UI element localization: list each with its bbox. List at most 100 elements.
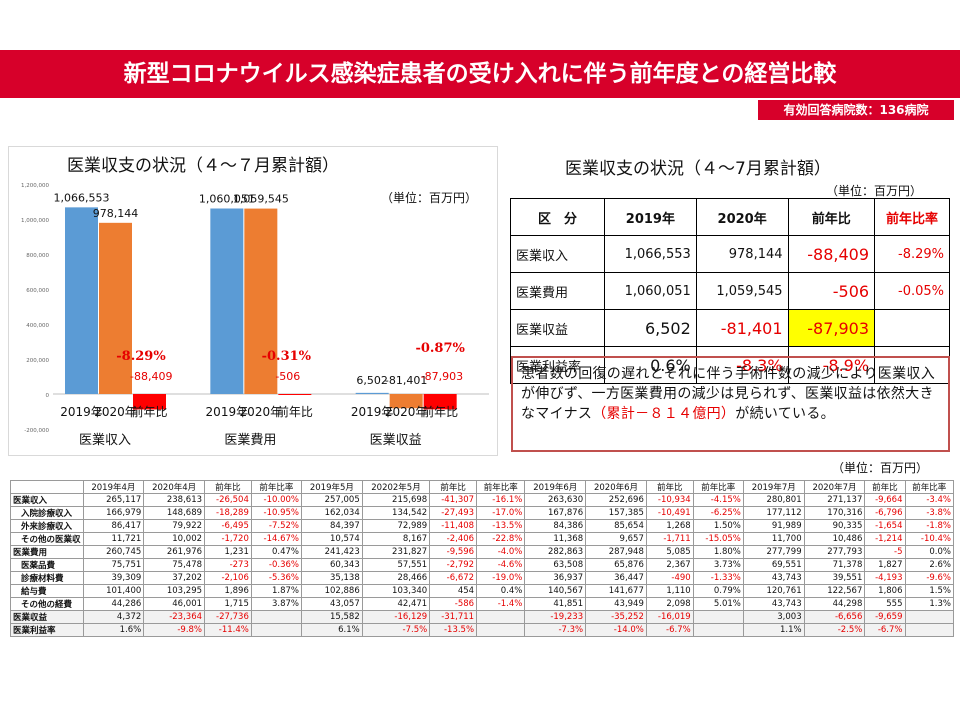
summary-row-expense: 医業費用 1,060,051 1,059,545 -506 -0.05% xyxy=(510,272,950,310)
respondents-badge: 有効回答病院数：136病院 xyxy=(758,100,954,120)
table-cell: -3.4% xyxy=(904,493,954,507)
y-tick-label: 0 xyxy=(46,393,50,399)
table-cell: 84,386 xyxy=(524,519,587,533)
x-tick-label: 前年比 xyxy=(422,404,458,419)
summary-cell: -506 xyxy=(787,272,876,310)
table-cell: -1.33% xyxy=(692,571,744,585)
data-label: 6,502 xyxy=(356,374,388,387)
table-cell: 1,268 xyxy=(645,519,694,533)
table-cell: -9,664 xyxy=(864,493,906,507)
table-cell: -0.36% xyxy=(250,558,303,572)
bar-chart-panel: 医業収支の状況（４～７月累計額） （単位：百万円） -200,000 0 200,0… xyxy=(8,146,498,456)
table-cell: 28,466 xyxy=(361,571,431,585)
table-cell: -5 xyxy=(864,545,906,559)
table-cell: 43,949 xyxy=(585,597,647,611)
table-cell: -2.5% xyxy=(803,623,866,637)
table-cell: 43,743 xyxy=(742,571,805,585)
row-label: 医業利益率 xyxy=(10,623,84,637)
table-cell xyxy=(904,623,954,637)
table-cell: 271,137 xyxy=(803,493,866,507)
summary-table: 区 分 2019年 2020年 前年比 前年比率 医業収入 1,066,553 … xyxy=(510,198,950,384)
summary-header-rate: 前年比率 xyxy=(874,198,950,236)
table-cell: 63,508 xyxy=(524,558,587,572)
note-text: 患者数の回復の遅れとそれに伴う手術件数の減少により医業収入が伸びず、一方医業費用… xyxy=(521,366,935,422)
table-cell: 177,112 xyxy=(742,506,805,520)
table-cell: 280,801 xyxy=(742,493,805,507)
table-cell: 9,657 xyxy=(585,532,647,546)
table-cell: 43,057 xyxy=(301,597,363,611)
summary-cell: 1,066,553 xyxy=(604,235,697,273)
summary-header-category: 区 分 xyxy=(510,198,605,236)
table-cell: -586 xyxy=(429,597,478,611)
summary-row-profit: 医業収益 6,502 -81,401 -87,903 xyxy=(510,309,950,347)
table-cell: 120,761 xyxy=(742,584,805,598)
table-cell: 0.47% xyxy=(250,545,303,559)
summary-cell: 1,059,545 xyxy=(695,272,789,310)
summary-header-row: 区 分 2019年 2020年 前年比 前年比率 xyxy=(510,198,950,236)
table-cell: 215,698 xyxy=(361,493,431,507)
table-cell: -6,672 xyxy=(429,571,478,585)
table-cell: 37,202 xyxy=(143,571,206,585)
table-cell: 86,417 xyxy=(82,519,145,533)
table-cell: -4.6% xyxy=(476,558,526,572)
table-cell: 1.50% xyxy=(692,519,744,533)
table-cell: -2,792 xyxy=(429,558,478,572)
summary-label: 医業費用 xyxy=(510,272,605,310)
table-cell: 167,876 xyxy=(524,506,587,520)
table-cell: 282,863 xyxy=(524,545,587,559)
table-cell: 39,309 xyxy=(82,571,145,585)
detail-unit: （単位：百万円） xyxy=(832,461,929,475)
summary-label: 医業収入 xyxy=(510,235,605,273)
table-row: その他の医業収 11,721 10,002 -1,720 -14.67% 10,574 8,… xyxy=(10,532,954,546)
table-cell: -1,720 xyxy=(204,532,252,546)
table-cell: 10,574 xyxy=(301,532,363,546)
table-cell xyxy=(476,610,526,624)
table-cell: 65,876 xyxy=(585,558,647,572)
bar xyxy=(133,394,166,410)
detail-header-cell: 前年比率 xyxy=(904,480,954,494)
table-row: その他の経費 44,286 46,001 1,715 3.87% 43,057 42,471… xyxy=(10,597,954,611)
table-cell: 0.0% xyxy=(904,545,954,559)
detail-header-cell: 前年比率 xyxy=(250,480,303,494)
table-cell: 261,976 xyxy=(143,545,206,559)
table-cell: 1.6% xyxy=(82,623,145,637)
data-label: 1,060,051 xyxy=(199,192,255,205)
table-cell: -1,711 xyxy=(645,532,694,546)
table-row: 医業費用 260,745 261,976 1,231 0.47% 241,423 231,8… xyxy=(10,545,954,559)
table-cell: -3.8% xyxy=(904,506,954,520)
table-cell xyxy=(476,623,526,637)
table-cell: -9,596 xyxy=(429,545,478,559)
table-cell: -273 xyxy=(204,558,252,572)
summary-cell: 0.6% xyxy=(604,346,697,384)
table-cell: 57,551 xyxy=(361,558,431,572)
table-cell: -19.0% xyxy=(476,571,526,585)
summary-label: 医業利益率 xyxy=(510,346,605,384)
table-cell: 166,979 xyxy=(82,506,145,520)
table-cell: -5.36% xyxy=(250,571,303,585)
summary-label: 医業収益 xyxy=(510,309,605,347)
detail-body: 医業収入 265,117 238,613 -26,504 -10.00% 257,005 2… xyxy=(10,493,954,637)
table-cell: 91,989 xyxy=(742,519,805,533)
x-tick-label: 2019年 xyxy=(351,405,394,419)
table-cell: 11,700 xyxy=(742,532,805,546)
table-cell: -16,129 xyxy=(361,610,431,624)
detail-header-cell: 前年比率 xyxy=(692,480,744,494)
table-cell: 79,922 xyxy=(143,519,206,533)
row-label: 入院診療収入 xyxy=(10,506,84,520)
table-cell: 102,886 xyxy=(301,584,363,598)
table-cell: 162,034 xyxy=(301,506,363,520)
table-cell: 555 xyxy=(864,597,906,611)
y-tick-label: 1,200,000 xyxy=(21,183,49,189)
table-cell: 75,751 xyxy=(82,558,145,572)
summary-cell: -8.3% xyxy=(695,346,789,384)
y-tick-label: -200,000 xyxy=(24,428,49,434)
table-cell: 260,745 xyxy=(82,545,145,559)
category-label: 医業費用 xyxy=(224,432,276,448)
table-cell: -2,106 xyxy=(204,571,252,585)
table-cell: 241,423 xyxy=(301,545,363,559)
row-label: 医業収益 xyxy=(10,610,84,624)
y-tick-label: 400,000 xyxy=(26,323,49,329)
table-cell: -6,796 xyxy=(864,506,906,520)
table-cell: -23,364 xyxy=(143,610,206,624)
